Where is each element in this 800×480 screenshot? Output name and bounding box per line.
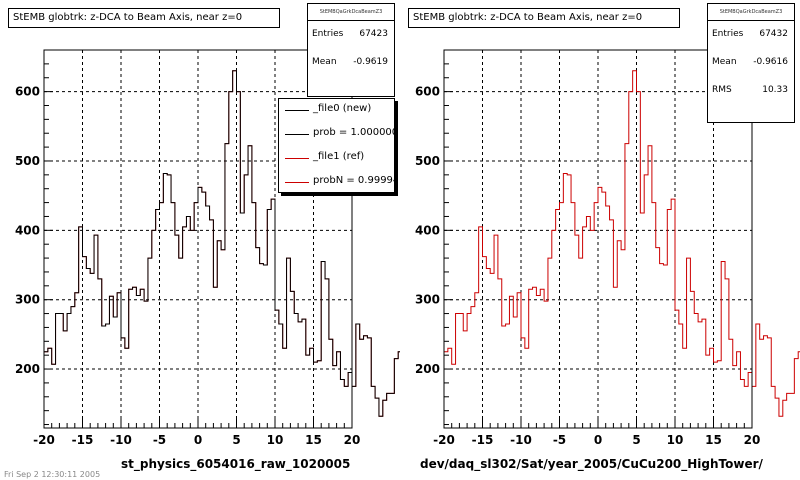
y-tick-label: 600	[15, 85, 40, 99]
left-stats-header: StEMBQaGrkDcaBeamZ3	[308, 4, 394, 21]
x-tick-label: 10	[267, 433, 284, 447]
y-tick-label: 400	[415, 223, 440, 237]
x-tick-label: 20	[744, 433, 761, 447]
left-x-axis-title: st_physics_6054016_raw_1020005	[121, 457, 351, 471]
histogram-series-0	[44, 70, 400, 417]
y-tick-label: 300	[15, 293, 40, 307]
x-tick-label: -15	[72, 433, 94, 447]
x-tick-label: 5	[632, 433, 640, 447]
stat-label: RMS	[712, 85, 732, 95]
stat-value: -0.9619	[353, 57, 388, 67]
stat-label: Entries	[312, 29, 344, 39]
x-tick-label: -20	[433, 433, 455, 447]
legend-label: _file0 (new)	[313, 103, 372, 114]
right-stats-header: StEMBQaGrkDcaBeamZ3	[708, 4, 794, 21]
legend-line-black	[285, 110, 309, 111]
y-tick-label: 500	[415, 154, 440, 168]
legend-entry: _file0 (new)	[279, 99, 394, 123]
x-tick-label: -5	[553, 433, 566, 447]
x-tick-label: 0	[594, 433, 602, 447]
stat-label: Entries	[712, 29, 744, 39]
left-stats-box: StEMBQaGrkDcaBeamZ3 Entries 67423 Mean -…	[307, 3, 395, 97]
stat-value: 67423	[359, 29, 388, 39]
x-tick-label: 20	[344, 433, 361, 447]
x-tick-label: -15	[472, 433, 494, 447]
x-tick-label: 0	[194, 433, 202, 447]
stat-value: -0.9616	[753, 57, 788, 67]
legend-line-red	[285, 182, 309, 183]
x-tick-label: 15	[705, 433, 722, 447]
right-histogram-plot: -20 -15 -10 -5 0 5 10 15 20 200 300 400 500 600	[415, 49, 800, 447]
legend-label: probN = 0.999940	[313, 175, 394, 186]
right-stats-rms-row: RMS 10.33	[708, 77, 794, 105]
x-tick-label: -10	[510, 433, 532, 447]
x-tick-label: -20	[33, 433, 55, 447]
y-tick-label: 600	[415, 85, 440, 99]
right-plot-title: StEMB globtrk: z-DCA to Beam Axis, near …	[408, 8, 680, 28]
x-tick-label: -5	[153, 433, 166, 447]
left-legend: _file0 (new) prob = 1.000000 _file1 (ref…	[278, 98, 395, 193]
x-tick-label: 5	[232, 433, 240, 447]
stat-label: Mean	[712, 57, 737, 67]
timestamp-footnote: Fri Sep 2 12:30:11 2005	[4, 470, 101, 479]
legend-entry: _file1 (ref)	[279, 147, 394, 171]
legend-entry: prob = 1.000000	[279, 123, 394, 147]
stat-value: 67432	[759, 29, 788, 39]
left-plot-title: StEMB globtrk: z-DCA to Beam Axis, near …	[8, 8, 280, 28]
y-tick-label: 500	[15, 154, 40, 168]
left-stats-entries-row: Entries 67423	[308, 21, 394, 49]
stat-label: Mean	[312, 57, 337, 67]
x-tick-label: 10	[667, 433, 684, 447]
left-pad: -20 -15 -10 -5 0 5 10 15 20 200 300 400 500 600 StEMB…	[8, 3, 400, 471]
right-x-axis-title: dev/daq_sl302/Sat/year_2005/CuCu200_High…	[420, 457, 763, 471]
y-tick-label: 300	[415, 293, 440, 307]
y-tick-label: 200	[15, 362, 40, 376]
legend-label: _file1 (ref)	[313, 151, 365, 162]
legend-entry: probN = 0.999940	[279, 171, 394, 192]
x-tick-label: -10	[110, 433, 132, 447]
x-tick-label: 15	[305, 433, 322, 447]
legend-line-red	[285, 158, 309, 159]
y-tick-label: 400	[15, 223, 40, 237]
legend-label: prob = 1.000000	[313, 127, 395, 138]
y-tick-label: 200	[415, 362, 440, 376]
right-stats-mean-row: Mean -0.9616	[708, 49, 794, 77]
left-stats-mean-row: Mean -0.9619	[308, 49, 394, 77]
right-pad: -20 -15 -10 -5 0 5 10 15 20 200 300 400 500 600 StEMB…	[400, 0, 800, 480]
right-stats-entries-row: Entries 67432	[708, 21, 794, 49]
histogram-series-0	[444, 70, 800, 417]
right-stats-box: StEMBQaGrkDcaBeamZ3 Entries 67432 Mean -…	[707, 3, 795, 123]
legend-line-black	[285, 134, 309, 135]
stat-value: 10.33	[762, 85, 788, 95]
